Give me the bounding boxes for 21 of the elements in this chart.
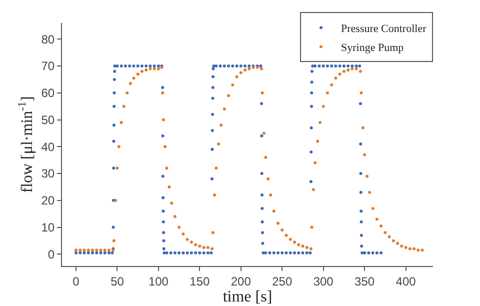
y-tick-label: 50	[41, 112, 55, 127]
x-tick-label: 150	[190, 274, 210, 288]
y-tick-label: 10	[41, 220, 55, 234]
legend-label: Pressure Controller	[341, 22, 427, 35]
x-tick-label: 250	[272, 274, 292, 288]
x-tick-label: 0	[72, 274, 80, 288]
x-tick-label: 50	[110, 274, 124, 288]
legend-label: Syringe Pump	[341, 42, 404, 54]
x-tick-label: 400	[396, 274, 416, 288]
y-tick-label: 0	[48, 247, 55, 262]
x-tick-label: 350	[354, 274, 375, 288]
y-tick-label: 20	[41, 194, 55, 208]
x-tick-label: 200	[230, 274, 252, 288]
y-tick-label: 70	[41, 59, 55, 74]
x-tick-label: 300	[313, 274, 334, 288]
y-tick-label: 60	[41, 86, 55, 100]
x-tick-label: 100	[148, 274, 169, 288]
y-tick-label: 40	[41, 140, 55, 154]
x-axis-title: time [s]	[222, 288, 272, 306]
y-tick-label: 30	[41, 166, 55, 181]
y-tick-label: 80	[41, 32, 55, 46]
